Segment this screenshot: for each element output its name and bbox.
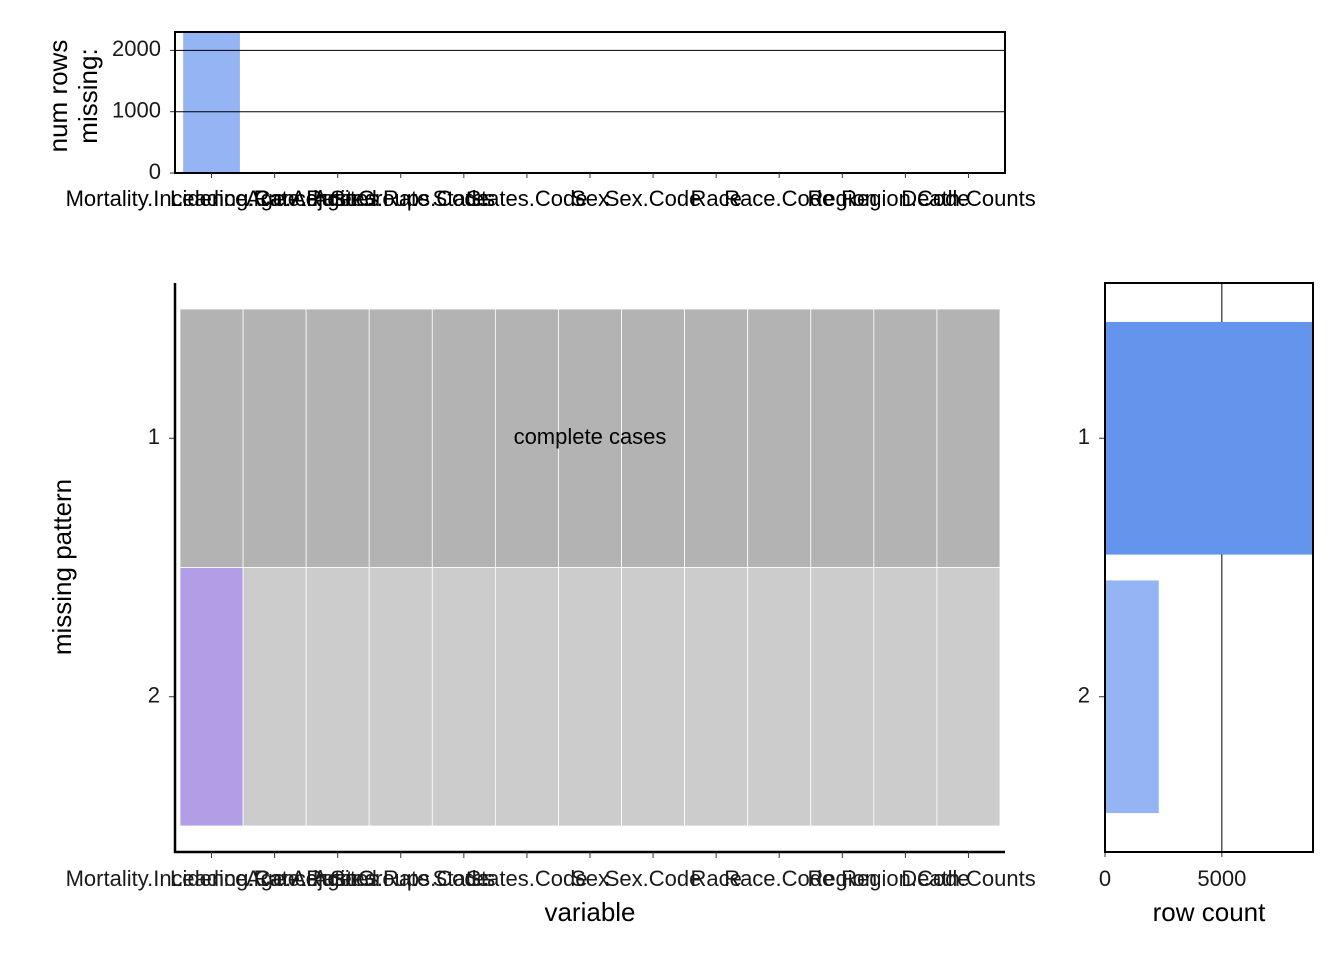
x-tick-label: Race (690, 186, 741, 211)
x-tick-label: Race (690, 866, 741, 891)
x-tick-label: Leading.Cancer.Sites (170, 866, 379, 891)
x-tick-label: Age.Groups.Code (313, 186, 489, 211)
x-tick-label: Race.Code (724, 186, 834, 211)
annotation: complete cases (514, 424, 667, 449)
tile (242, 308, 307, 568)
tile (747, 308, 812, 568)
y-axis-title: missing: (73, 48, 103, 143)
x-tick-label: Mortality.Incidence.Rate.Ratio (66, 186, 358, 211)
x-tick-label: Region.Code (841, 186, 969, 211)
tile (873, 308, 938, 568)
x-tick-label: Death.Counts (901, 186, 1036, 211)
y-tick-label: 1 (148, 424, 160, 449)
x-axis-title: row count (1153, 897, 1266, 927)
tile (810, 308, 875, 568)
tile (621, 308, 686, 568)
bar (183, 32, 240, 173)
x-tick-label: 5000 (1197, 866, 1246, 891)
tile (558, 567, 622, 827)
x-tick-label: Region (807, 186, 877, 211)
x-tick-label: Sex (571, 186, 609, 211)
y-tick-label: 0 (149, 159, 161, 184)
tile (810, 567, 875, 827)
y-tick-label: 2 (1078, 683, 1090, 708)
y-axis-title: missing pattern (47, 479, 77, 655)
x-tick-label: Death.Counts (901, 866, 1036, 891)
tile (368, 308, 433, 568)
tile (179, 567, 244, 827)
tile (936, 567, 1001, 827)
tile (431, 308, 496, 568)
tile (368, 567, 433, 827)
x-tick-label: Age.Adjusted.Rate (246, 186, 429, 211)
x-tick-label: 0 (1099, 866, 1111, 891)
tile (242, 567, 307, 827)
x-tick-label: Region (807, 866, 877, 891)
tile (305, 308, 370, 568)
tile (179, 308, 244, 568)
x-tick-label: Mortality.Incidence.Rate.Ratio (66, 866, 358, 891)
y-axis-title: num rows (43, 40, 73, 153)
x-tick-label: Sex.Code (605, 186, 702, 211)
tile (684, 567, 749, 827)
x-tick-label: States (433, 186, 495, 211)
tile (747, 567, 812, 827)
tile (621, 567, 686, 827)
bar (1105, 580, 1159, 814)
tile (684, 308, 749, 568)
tile (558, 308, 622, 568)
tile (305, 567, 370, 827)
x-tick-label: States.Code (466, 866, 587, 891)
x-tick-label: Region.Code (841, 866, 969, 891)
y-tick-label: 2 (148, 683, 160, 708)
x-axis-title: variable (544, 897, 635, 927)
x-tick-label: States (433, 866, 495, 891)
panel-border (1104, 282, 1314, 853)
tile (431, 567, 496, 827)
tile (494, 308, 559, 568)
bar (1105, 321, 1313, 555)
x-tick-label: States.Code (466, 186, 587, 211)
tile (936, 308, 1001, 568)
x-tick-label: Age.Groups.Code (313, 866, 489, 891)
x-tick-label: Leading.Cancer.Sites (170, 186, 379, 211)
x-tick-label: Age.Adjusted.Rate (246, 866, 429, 891)
x-tick-label: Sex.Code (605, 866, 702, 891)
tile (494, 567, 559, 827)
x-tick-label: Sex (571, 866, 609, 891)
y-tick-label: 1 (1078, 424, 1090, 449)
y-tick-label: 2000 (112, 36, 161, 61)
tile (873, 567, 938, 827)
panel-border (174, 31, 1006, 174)
x-tick-label: Race.Code (724, 866, 834, 891)
y-tick-label: 1000 (112, 98, 161, 123)
